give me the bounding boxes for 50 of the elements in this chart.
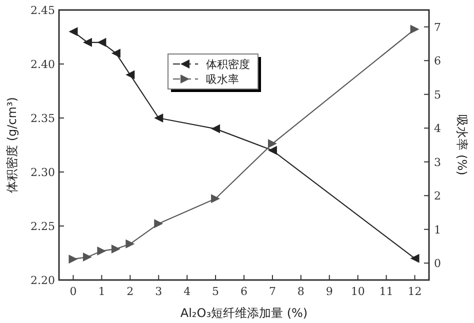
point bbox=[126, 239, 135, 248]
y2-axis-title: 吸水率 (%) bbox=[455, 114, 469, 176]
y2-tick-label: 5 bbox=[434, 88, 441, 102]
point bbox=[82, 252, 92, 262]
point bbox=[126, 70, 135, 80]
y2-tick-label: 0 bbox=[434, 257, 441, 270]
x-tick-label: 1 bbox=[98, 285, 106, 298]
y2-tick-label: 7 bbox=[434, 20, 441, 34]
y-axis-title: 体积密度 (g/cm³) bbox=[5, 97, 19, 193]
point bbox=[410, 24, 420, 34]
point bbox=[268, 146, 277, 155]
y2-tick-label: 6 bbox=[434, 54, 441, 68]
x-tick-label: 3 bbox=[155, 285, 162, 298]
point bbox=[154, 219, 164, 228]
point bbox=[154, 114, 164, 122]
point bbox=[111, 48, 120, 58]
legend-label: 吸水率 bbox=[206, 73, 239, 86]
y2-tick-label: 2 bbox=[434, 190, 441, 203]
y-tick-label: 2.30 bbox=[30, 166, 55, 179]
x-axis-title: Al₂O₃短纤维添加量 (%) bbox=[180, 306, 308, 320]
point bbox=[410, 254, 420, 263]
y2-tick-label: 1 bbox=[434, 223, 441, 236]
x-tick-label: 5 bbox=[212, 285, 220, 298]
point bbox=[97, 38, 106, 47]
point bbox=[111, 244, 120, 254]
x-tick-label: 6 bbox=[240, 285, 248, 298]
y2-tick-label: 3 bbox=[434, 156, 441, 169]
x-tick-label: 10 bbox=[350, 285, 365, 298]
point bbox=[268, 139, 277, 148]
point bbox=[68, 27, 78, 36]
x-tick-label: 9 bbox=[326, 285, 333, 298]
y-tick-label: 2.25 bbox=[30, 220, 55, 233]
point bbox=[211, 124, 220, 134]
x-tick-label: 0 bbox=[70, 285, 77, 298]
point bbox=[211, 194, 220, 204]
x-tick-label: 2 bbox=[126, 285, 134, 298]
point bbox=[68, 254, 78, 264]
x-tick-label: 12 bbox=[408, 285, 422, 298]
y-tick-label: 2.45 bbox=[30, 4, 55, 17]
y2-tick-label: 4 bbox=[434, 122, 441, 136]
x-tick-label: 8 bbox=[297, 285, 304, 298]
x-tick-label: 7 bbox=[268, 285, 276, 298]
point bbox=[97, 246, 106, 256]
y-tick-label: 2.35 bbox=[30, 112, 55, 125]
legend-label: 体积密度 bbox=[206, 58, 250, 71]
y-tick-label: 2.40 bbox=[30, 58, 55, 71]
point bbox=[82, 38, 92, 47]
x-tick-label: 4 bbox=[184, 285, 191, 298]
y-tick-label: 2.20 bbox=[30, 274, 55, 287]
x-tick-label: 11 bbox=[379, 285, 394, 298]
